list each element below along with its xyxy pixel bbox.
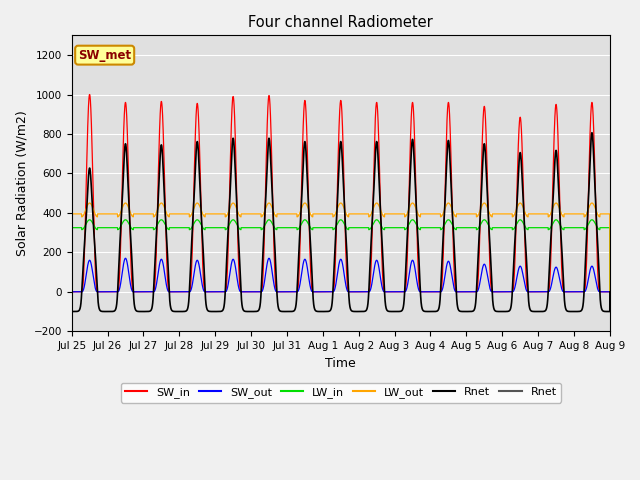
SW_out: [177, 289, 185, 295]
LW_out: [269, 208, 277, 214]
LW_out: [606, 289, 614, 295]
Rnet: [183, 308, 191, 313]
Y-axis label: Solar Radiation (W/m2): Solar Radiation (W/m2): [15, 110, 28, 256]
LW_in: [492, 225, 499, 230]
Line: LW_in: LW_in: [72, 220, 610, 292]
Line: SW_out: SW_out: [72, 258, 610, 292]
SW_out: [604, 289, 612, 295]
LW_in: [415, 226, 423, 232]
Rnet: [269, 213, 277, 218]
Rnet: [68, 309, 76, 314]
X-axis label: Time: Time: [325, 357, 356, 370]
LW_out: [177, 211, 185, 217]
LW_out: [604, 211, 612, 217]
SW_in: [415, 281, 423, 287]
LW_in: [177, 225, 185, 230]
LW_in: [604, 225, 612, 230]
LW_in: [183, 225, 191, 230]
Rnet: [492, 308, 499, 314]
SW_in: [68, 289, 76, 295]
SW_in: [183, 289, 191, 295]
Rnet: [177, 309, 185, 314]
Title: Four channel Radiometer: Four channel Radiometer: [248, 15, 433, 30]
SW_in: [492, 289, 499, 295]
Line: Rnet: Rnet: [72, 132, 610, 312]
SW_in: [86, 92, 93, 97]
SW_out: [183, 289, 191, 295]
SW_in: [606, 289, 614, 295]
SW_out: [492, 289, 499, 295]
Rnet: [606, 289, 614, 295]
SW_out: [68, 289, 76, 295]
SW_out: [415, 288, 423, 293]
Rnet: [604, 309, 612, 314]
SW_out: [606, 289, 614, 295]
Rnet: [588, 130, 596, 135]
Rnet: [415, 255, 423, 261]
SW_in: [177, 289, 185, 295]
LW_in: [68, 225, 76, 230]
SW_in: [269, 216, 277, 222]
LW_in: [269, 222, 277, 228]
Line: LW_out: LW_out: [72, 203, 610, 292]
LW_in: [86, 217, 93, 223]
SW_out: [269, 276, 277, 282]
LW_out: [86, 200, 93, 206]
SW_out: [122, 255, 129, 261]
LW_out: [492, 211, 499, 217]
LW_out: [415, 213, 423, 218]
Text: SW_met: SW_met: [78, 48, 131, 61]
Line: SW_in: SW_in: [72, 95, 610, 292]
SW_in: [604, 289, 612, 295]
LW_out: [68, 211, 76, 217]
Legend: SW_in, SW_out, LW_in, LW_out, Rnet, Rnet: SW_in, SW_out, LW_in, LW_out, Rnet, Rnet: [120, 383, 561, 403]
LW_in: [606, 289, 614, 295]
LW_out: [183, 211, 191, 217]
